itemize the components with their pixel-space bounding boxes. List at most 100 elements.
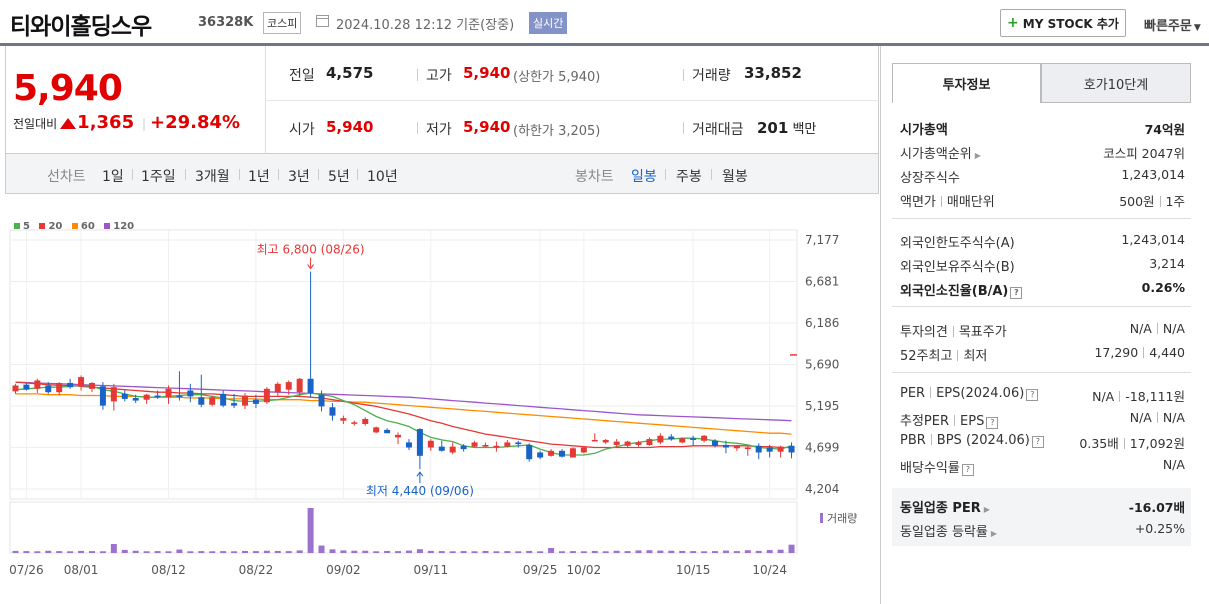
volume-bar <box>351 550 358 553</box>
divider <box>930 434 932 445</box>
peer-change: +0.25% <box>1134 521 1185 536</box>
tab-3y[interactable]: 3년 <box>288 169 310 185</box>
legend-swatch <box>104 223 111 229</box>
chevron-down-icon: ▼ <box>1193 23 1201 33</box>
candle-body <box>12 385 19 392</box>
volume-bar <box>362 550 369 553</box>
pbr-label: PBR <box>900 433 926 448</box>
min-arrow-icon <box>416 471 424 477</box>
peer-change-label: 동일업종 등락률 <box>900 525 988 540</box>
tab-daily[interactable]: 일봉 <box>631 169 657 185</box>
x-tick-label: 09/02 <box>326 563 361 577</box>
y-tick-label: 7,177 <box>805 233 839 247</box>
candle-body <box>416 429 423 456</box>
cap-rank-label: 시가총액순위 <box>900 147 972 162</box>
candle-body <box>318 394 325 407</box>
open-label: 시가 <box>289 122 315 138</box>
volume-bar <box>777 549 784 553</box>
candle-body <box>788 445 795 453</box>
peer-per-link[interactable]: 동일업종 PER ▶ <box>900 497 990 516</box>
tab-3m[interactable]: 3개월 <box>195 169 230 185</box>
caret-right-icon: ▶ <box>983 505 990 514</box>
volume-bar <box>657 550 664 553</box>
help-icon[interactable]: ? <box>1010 287 1023 299</box>
high-value: 5,940 <box>463 64 511 82</box>
quick-order-label: 빠른주문 <box>1144 19 1192 34</box>
legend-swatch <box>14 223 20 229</box>
candle-body <box>471 442 478 447</box>
volume-legend-swatch <box>820 513 823 523</box>
candle-body <box>449 446 456 453</box>
amount-unit: 백만 <box>792 122 817 137</box>
legend-swatch <box>39 223 46 229</box>
basis: 기준(장중) <box>456 18 515 33</box>
tab-invest-info[interactable]: 투자정보 <box>892 63 1041 103</box>
mystock-label: MY STOCK 추가 <box>1022 16 1119 31</box>
volume-bar <box>416 549 423 553</box>
mystock-add-button[interactable]: + MY STOCK 추가 <box>1000 9 1126 37</box>
tab-1w[interactable]: 1주일 <box>141 169 176 185</box>
volume-bar <box>438 551 445 553</box>
quick-order-button[interactable]: 빠른주문 ▼ <box>1144 15 1201 34</box>
w52-row: 52주최고 최저 <box>900 345 987 364</box>
divider <box>940 196 942 207</box>
high-label: 고가 <box>426 68 452 84</box>
volume-bar <box>187 551 194 553</box>
foreign-limit: 1,243,014 <box>1121 232 1185 247</box>
tab-5y[interactable]: 5년 <box>328 169 350 185</box>
upper-limit: (상한가 5,940) <box>513 70 601 85</box>
foreign-hold: 3,214 <box>1149 256 1185 271</box>
volume-bar <box>99 551 106 553</box>
tab-1y[interactable]: 1년 <box>248 169 270 185</box>
candle-body <box>45 385 52 393</box>
volume-bar <box>569 551 576 553</box>
pbr-row: PBR BPS (2024.06)? <box>900 433 1044 448</box>
volume-bar <box>591 550 598 553</box>
shares: 1,243,014 <box>1121 167 1185 182</box>
w52-low-label: 최저 <box>963 349 988 364</box>
candle-body <box>274 383 281 393</box>
help-icon[interactable]: ? <box>1031 436 1044 448</box>
tab-1d[interactable]: 1일 <box>102 169 124 185</box>
volume-bar <box>78 550 85 553</box>
market-cap: 74억원 <box>1144 122 1185 137</box>
volume-bar <box>220 551 227 553</box>
help-icon[interactable]: ? <box>961 464 974 476</box>
min-annotation: 최저 4,440 (09/06) <box>366 484 474 498</box>
candle-body <box>231 403 238 406</box>
candle-body <box>209 397 216 405</box>
divider <box>711 169 712 180</box>
peer-change-link[interactable]: 동일업종 등락률 ▶ <box>900 521 997 540</box>
candle-body <box>143 394 150 400</box>
x-tick-label: 08/22 <box>239 563 274 577</box>
y-tick-label: 4,204 <box>805 482 839 496</box>
tab-10y[interactable]: 10년 <box>367 169 398 185</box>
volume-bar <box>624 551 631 553</box>
help-icon[interactable]: ? <box>1026 389 1039 401</box>
realtime-badge[interactable]: 실시간 <box>529 12 568 34</box>
per-values: N/A -18,111원 <box>1092 386 1185 405</box>
candle-body <box>733 445 740 449</box>
datetime: 2024.10.28 12:12 <box>336 18 453 33</box>
est-eps-value: N/A <box>1162 410 1185 425</box>
volume-bar <box>384 550 391 553</box>
lower-limit: (하한가 3,205) <box>513 124 601 139</box>
help-icon[interactable]: ? <box>986 417 999 429</box>
foreign-ratio-label: 외국인소진율(B/A) <box>900 284 1009 299</box>
price-chart[interactable]: 7,177 6,681 6,186 5,690 5,195 4,699 4,204 최고 6,… <box>0 228 879 596</box>
divider <box>1123 438 1125 449</box>
divider <box>952 326 954 337</box>
cap-rank-link[interactable]: 시가총액순위 ▶ <box>900 143 981 162</box>
tab-weekly[interactable]: 주봉 <box>676 169 702 185</box>
tab-order-book[interactable]: 호가10단계 <box>1041 63 1191 103</box>
candle-body <box>679 438 686 443</box>
legend-swatch <box>71 223 78 229</box>
tab-monthly[interactable]: 월봉 <box>722 169 748 185</box>
volume-bar <box>198 551 205 553</box>
divider <box>417 122 418 134</box>
candle-body <box>110 387 117 402</box>
volume-bar <box>613 550 620 553</box>
volume-bar <box>231 551 238 553</box>
volume-bar <box>252 551 259 553</box>
volume-bar <box>449 551 456 553</box>
